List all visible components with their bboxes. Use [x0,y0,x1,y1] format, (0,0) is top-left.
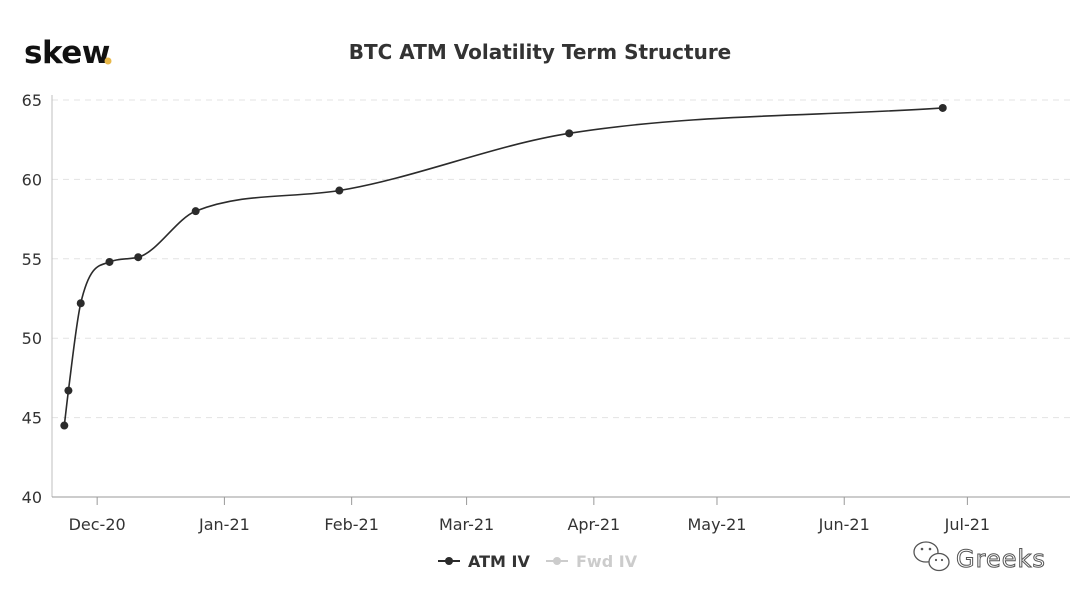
x-tick-label: Mar-21 [439,515,494,534]
legend-label-fwd-iv: Fwd IV [576,552,638,571]
skew-logo: skew [24,35,112,71]
x-tick-label: Feb-21 [324,515,378,534]
series-layer [60,103,947,430]
watermark-text: Greeks [956,545,1046,573]
legend-label-atm-iv: ATM IV [468,552,531,571]
x-tick-label: Jan-21 [198,515,250,534]
legend: ATM IV Fwd IV [438,552,638,571]
y-axis: 40 45 50 55 60 65 [22,91,53,507]
logo-text: skew [24,35,110,71]
x-tick-label: Jul-21 [944,515,990,534]
logo-dot [104,57,112,65]
legend-item-fwd-iv[interactable]: Fwd IV [546,552,638,571]
data-point-atm-iv[interactable] [60,421,69,430]
x-axis: Dec-20 Jan-21 Feb-21 Mar-21 Apr-21 May-21 Jun-… [52,496,1070,534]
data-point-atm-iv[interactable] [191,207,200,216]
x-tick-label: Dec-20 [69,515,126,534]
data-point-atm-iv[interactable] [76,299,85,308]
y-tick-label: 50 [22,329,42,348]
watermark: Greeks [913,541,1046,574]
chart-title: BTC ATM Volatility Term Structure [349,40,732,64]
legend-marker-fwd-iv [553,557,561,565]
series-line-atm-iv [63,107,943,426]
data-point-atm-iv[interactable] [565,129,574,138]
data-point-atm-iv[interactable] [938,103,947,112]
y-tick-label: 60 [22,170,42,189]
x-tick-label: Jun-21 [818,515,870,534]
data-point-atm-iv[interactable] [134,253,143,262]
data-point-atm-iv[interactable] [64,386,73,395]
y-tick-label: 55 [22,250,42,269]
y-tick-label: 40 [22,488,42,507]
x-tick-label: May-21 [688,515,747,534]
legend-marker-atm-iv [445,557,453,565]
grid [52,99,1070,419]
y-tick-label: 45 [22,409,42,428]
data-point-atm-iv[interactable] [335,186,344,195]
y-tick-label: 65 [22,91,42,110]
legend-item-atm-iv[interactable]: ATM IV [438,552,531,571]
x-tick-label: Apr-21 [567,515,620,534]
data-point-atm-iv[interactable] [105,257,114,266]
wechat-icon [913,541,950,572]
